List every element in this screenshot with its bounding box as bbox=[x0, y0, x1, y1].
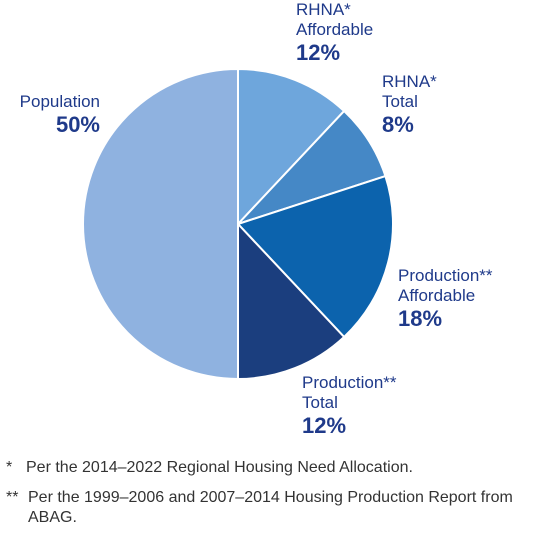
footnote: ** Per the 1999–2006 and 2007–2014 Housi… bbox=[6, 488, 546, 528]
footnote-text: Per the 1999–2006 and 2007–2014 Housing … bbox=[28, 489, 513, 526]
slice-label-line1: Population bbox=[19, 92, 100, 111]
footnote: * Per the 2014–2022 Regional Housing Nee… bbox=[6, 458, 546, 478]
slice-label-line1: RHNA* bbox=[296, 0, 351, 19]
slice-label-population: Population 50% bbox=[0, 92, 100, 138]
slice-value-label: 12% bbox=[302, 413, 347, 439]
footnote-text: Per the 2014–2022 Regional Housing Need … bbox=[26, 459, 413, 476]
slice-label-rhna-total: RHNA* Total 8% bbox=[382, 72, 437, 138]
pie-slice-0 bbox=[237, 67, 346, 227]
slice-value-label: 12% bbox=[296, 40, 341, 66]
slice-value-label: 18% bbox=[398, 306, 443, 332]
slice-label-production-total: Production** Total 12% bbox=[302, 373, 397, 439]
slice-label-line1: RHNA* bbox=[382, 72, 437, 91]
footnote-marker: ** bbox=[6, 489, 19, 506]
slice-label-line2: Affordable bbox=[398, 286, 476, 306]
slice-label-production-affordable: Production** Affordable 18% bbox=[398, 266, 493, 332]
slice-value-label: 50% bbox=[55, 112, 100, 138]
footnotes: * Per the 2014–2022 Regional Housing Nee… bbox=[6, 458, 546, 538]
pie-chart bbox=[82, 67, 394, 381]
slice-label-line1: Production** bbox=[302, 373, 397, 392]
slice-label-line2: Affordable bbox=[296, 20, 374, 40]
slice-label-line2: Total bbox=[382, 92, 418, 112]
footnote-marker: * bbox=[6, 459, 13, 476]
slice-label-rhna-affordable: RHNA* Affordable 12% bbox=[296, 0, 373, 66]
slice-label-line1: Production** bbox=[398, 266, 493, 285]
pie-slices bbox=[82, 67, 394, 381]
slice-value-label: 8% bbox=[382, 112, 414, 138]
pie-slice-4 bbox=[82, 67, 239, 381]
pie-slice-3 bbox=[237, 221, 346, 381]
slice-label-line2: Total bbox=[302, 393, 338, 413]
pie-slice-2 bbox=[236, 174, 394, 339]
